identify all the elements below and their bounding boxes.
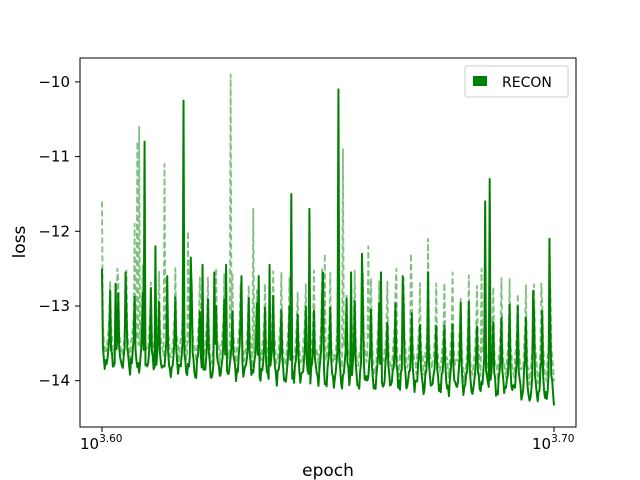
- y-tick-label: −11: [38, 148, 70, 166]
- x-axis: 103.60 103.70: [80, 427, 574, 453]
- y-tick-label: −13: [38, 297, 70, 315]
- x-tick-label: 103.60: [80, 433, 122, 453]
- y-tick-label: −14: [38, 372, 70, 390]
- y-axis-title: loss: [10, 225, 30, 258]
- plot-frame: [79, 57, 577, 428]
- series-line-dashed: [101, 73, 555, 386]
- x-tick-label: 103.70: [532, 433, 574, 453]
- legend-label: RECON: [502, 75, 552, 91]
- y-tick-label: −10: [38, 73, 70, 91]
- legend: RECON: [464, 65, 569, 98]
- plot-lines: [101, 73, 555, 406]
- legend-swatch: [473, 76, 487, 86]
- x-axis-title: epoch: [302, 461, 354, 480]
- y-tick-label: −12: [38, 222, 70, 240]
- legend-box: [464, 65, 569, 98]
- y-axis: −14 −13 −12 −11 −10: [38, 73, 80, 390]
- series-line-recon: [101, 88, 555, 406]
